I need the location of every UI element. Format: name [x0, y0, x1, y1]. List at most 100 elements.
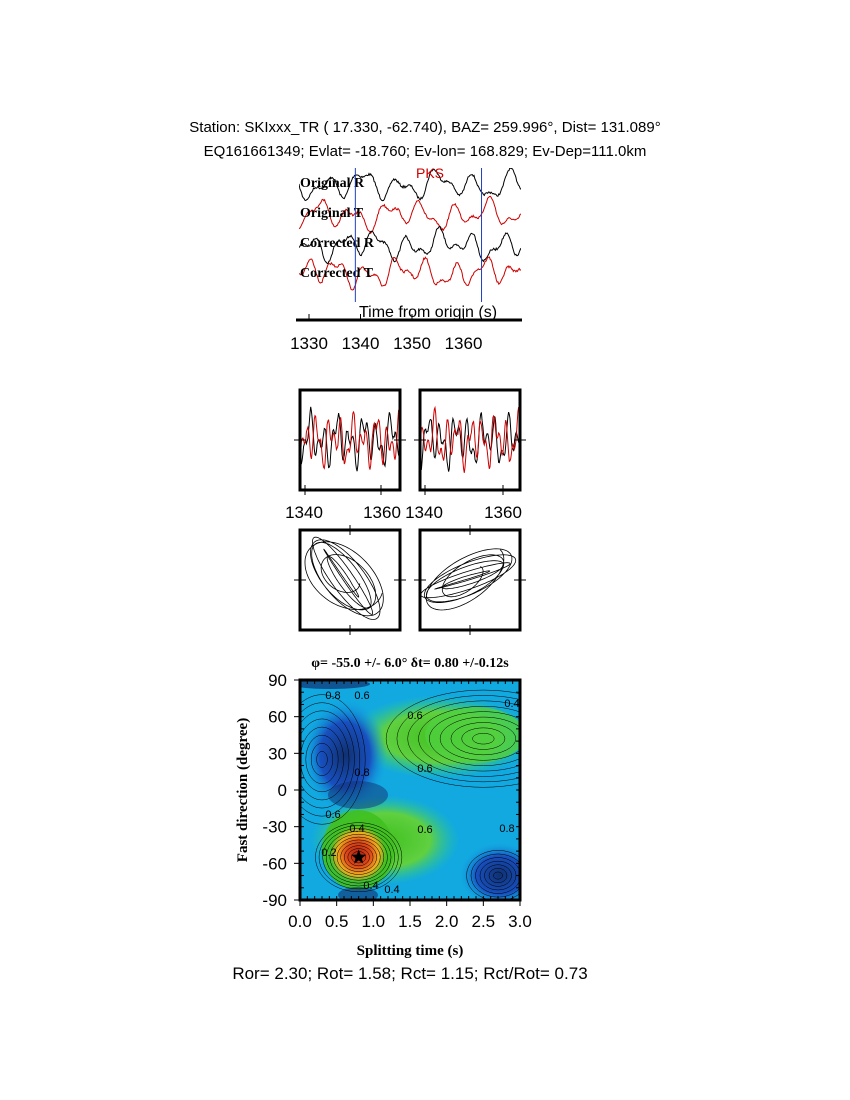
contour-line	[493, 871, 503, 880]
y-axis-label: Fast direction (degree)	[235, 718, 251, 862]
trace-label-corrected-t: Corrected T	[300, 266, 374, 281]
chart-title: φ= -55.0 +/- 6.0° δt= 0.80 +/-0.12s	[311, 656, 509, 671]
contour-line	[488, 868, 508, 884]
window-tick-label-1: 1340	[285, 503, 323, 522]
x-axis-label: Splitting time (s)	[357, 943, 464, 959]
window-tick-label-3: 1340	[405, 503, 443, 522]
heatmap-axes: 0.0 0.5 1.0 1.5 2.0 2.5 3.0 90 60 30 0 -30 -60 -90	[262, 671, 531, 931]
x-tick-label: 0.5	[325, 912, 349, 931]
contour-line	[385, 689, 520, 788]
particle-motion-path	[304, 536, 384, 620]
contour-line	[336, 839, 381, 875]
traces-x-ticks: 1330 1340 1350 1360	[290, 314, 482, 353]
trace-4	[299, 256, 521, 291]
trace-3	[299, 225, 521, 265]
contour-label: 0.8	[499, 823, 514, 835]
contour-line	[439, 716, 520, 761]
contour-line	[429, 711, 520, 766]
contour-line	[450, 722, 516, 756]
contour-line	[300, 694, 366, 825]
y-tick-label: 90	[268, 671, 287, 690]
y-tick-label: 0	[278, 781, 287, 800]
contour-line	[300, 702, 361, 817]
contour-line	[344, 845, 374, 869]
window-tick-label-2: 1360	[363, 503, 401, 522]
y-tick-label: -60	[262, 854, 287, 873]
contour-line	[316, 751, 328, 768]
contour-line	[347, 848, 370, 867]
trace-1	[299, 168, 521, 202]
x-tick-label: 2.0	[435, 912, 459, 931]
contour-line	[418, 706, 520, 772]
window-x-ticks	[304, 485, 504, 495]
particle-motion-path	[420, 548, 517, 611]
contour-label: 0.8	[354, 767, 369, 779]
waveform-window-corrected	[420, 405, 520, 473]
trace-label-original-t: Original T	[300, 206, 364, 221]
trace-2	[299, 195, 521, 235]
trace-tick-label: 1350	[393, 334, 431, 353]
header-line-1: Station: SKIxxx_TR ( 17.330, -62.740), B…	[189, 119, 661, 136]
window-tick-label-4: 1360	[484, 503, 522, 522]
window-trace-radial	[420, 411, 520, 472]
trace-label-original-r: Original R	[300, 176, 365, 191]
contour-label: 0.6	[407, 710, 422, 722]
particle-motion-corrected	[420, 548, 517, 611]
contour-line	[475, 857, 520, 894]
y-tick-label: 60	[268, 708, 287, 727]
phase-label: PKS	[416, 165, 444, 181]
x-tick-label: 0.0	[288, 912, 312, 931]
contour-line	[407, 700, 520, 777]
contour-label: 0.4	[504, 698, 519, 710]
contour-labels: 0.8 0.6 0.6 0.4 0.6 0.8 0.6 0.4 0.2 0.4 0.6 0.8 0.4	[321, 690, 519, 896]
ratio-summary: Ror= 2.30; Rot= 1.58; Rct= 1.15; Rct/Rot…	[232, 964, 587, 983]
contour-line	[318, 825, 399, 890]
contour-line	[461, 727, 506, 750]
waveform-window-original	[300, 406, 400, 472]
contour-line	[300, 710, 355, 809]
contour-line	[340, 842, 377, 872]
particle-motion-original	[304, 536, 384, 620]
contour-label: 0.6	[417, 763, 432, 775]
y-tick-label: -30	[262, 818, 287, 837]
x-tick-label: 2.5	[472, 912, 496, 931]
contour-line	[300, 718, 350, 801]
contour-line	[310, 742, 334, 776]
contour-label: 0.6	[354, 690, 369, 702]
contour-line	[326, 831, 392, 884]
x-tick-label: 3.0	[508, 912, 532, 931]
contour-line	[333, 836, 385, 878]
contour-label: 0.2	[321, 847, 336, 859]
trace-tick-label: 1340	[342, 334, 380, 353]
x-tick-label: 1.5	[398, 912, 422, 931]
trace-tick-label: 1360	[445, 334, 483, 353]
contour-label: 0.4	[384, 884, 399, 896]
trace-tick-label: 1330	[290, 334, 328, 353]
misfit-heatmap	[300, 680, 520, 900]
contour-line	[472, 733, 495, 745]
waveform-traces	[299, 168, 521, 291]
y-tick-label: 30	[268, 744, 287, 763]
contour-label: 0.8	[325, 690, 340, 702]
window-trace-transverse	[420, 405, 520, 473]
contour-label: 0.6	[417, 824, 432, 836]
contour-line	[466, 850, 520, 900]
header-line-2: EQ161661349; Evlat= -18.760; Ev-lon= 168…	[203, 143, 647, 160]
contour-label: 0.6	[325, 809, 340, 821]
trace-label-corrected-r: Corrected R	[300, 236, 375, 251]
traces-x-axis-label: Time from origin (s)	[359, 304, 497, 321]
particle-motion-ticks	[294, 525, 526, 635]
x-tick-label: 1.0	[362, 912, 386, 931]
contour-label: 0.4	[349, 823, 364, 835]
y-tick-label: -90	[262, 891, 287, 910]
best-fit-star	[351, 849, 367, 864]
contour-line	[315, 822, 403, 893]
contour-label: 0.4	[363, 880, 378, 892]
contour-line	[305, 734, 339, 784]
contour-line	[322, 828, 395, 887]
contour-line	[396, 695, 520, 783]
window-trace-transverse	[300, 408, 400, 470]
contour-line	[329, 833, 388, 881]
contour-line	[484, 864, 512, 887]
